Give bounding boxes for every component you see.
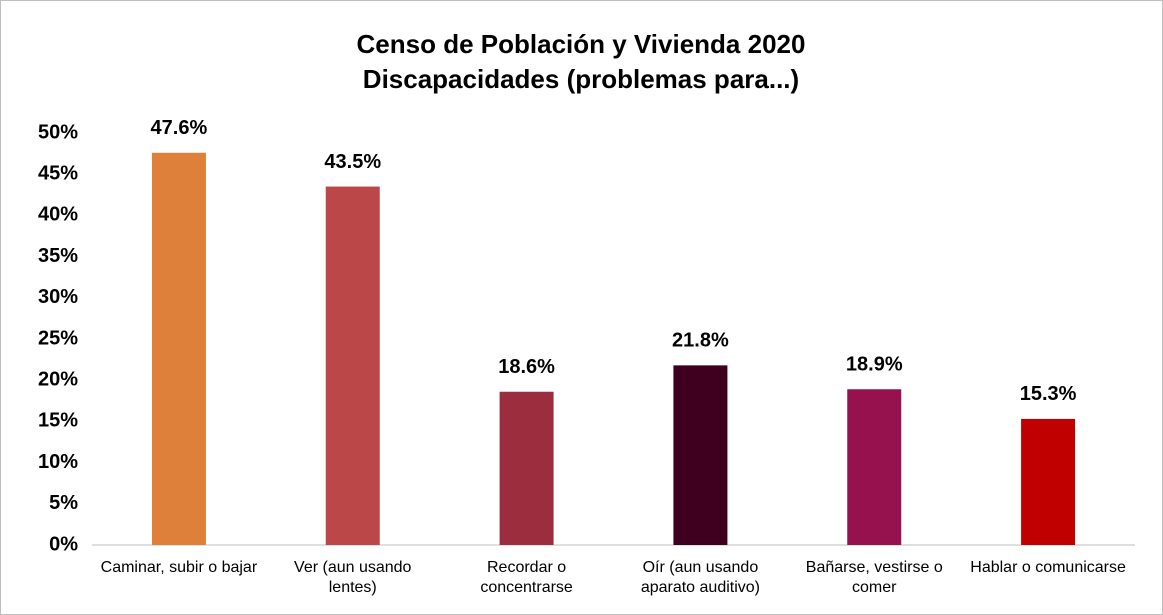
chart-title: Censo de Población y Vivienda 2020 xyxy=(357,29,806,59)
x-tick-label: Caminar, subir o bajar xyxy=(100,559,258,576)
y-tick-label: 50% xyxy=(38,121,78,143)
y-tick-label: 10% xyxy=(38,451,78,473)
data-label: 21.8% xyxy=(672,330,729,352)
y-tick-label: 25% xyxy=(38,327,78,349)
x-tick-label: Hablar o comunicarse xyxy=(970,559,1126,576)
bar xyxy=(1021,418,1076,545)
data-label: 47.6% xyxy=(151,117,208,139)
bar xyxy=(847,389,902,545)
y-tick-label: 45% xyxy=(38,162,78,184)
x-tick-label: Bañarse, vestirse o comer xyxy=(805,559,943,596)
bar xyxy=(151,152,206,545)
x-tick-label: Ver (aun usando lentes) xyxy=(294,559,412,596)
y-tick-label: 0% xyxy=(49,533,78,555)
y-tick-label: 30% xyxy=(38,286,78,308)
bar xyxy=(673,365,728,545)
data-label: 18.9% xyxy=(846,354,903,376)
y-tick-label: 15% xyxy=(38,410,78,432)
y-tick-label: 40% xyxy=(38,204,78,226)
y-tick-label: 5% xyxy=(49,492,78,514)
data-label: 43.5% xyxy=(324,151,381,173)
bar xyxy=(499,391,554,545)
x-tick-label: Oír (aun usando aparato auditivo) xyxy=(640,559,760,596)
data-label: 18.6% xyxy=(498,356,555,378)
bar xyxy=(325,186,380,545)
y-tick-label: 35% xyxy=(38,245,78,267)
data-label: 15.3% xyxy=(1020,383,1077,405)
y-tick-label: 20% xyxy=(38,368,78,390)
x-tick-label: Recordar o concentrarse xyxy=(480,559,573,596)
chart-subtitle: Discapacidades (problemas para...) xyxy=(363,64,799,94)
